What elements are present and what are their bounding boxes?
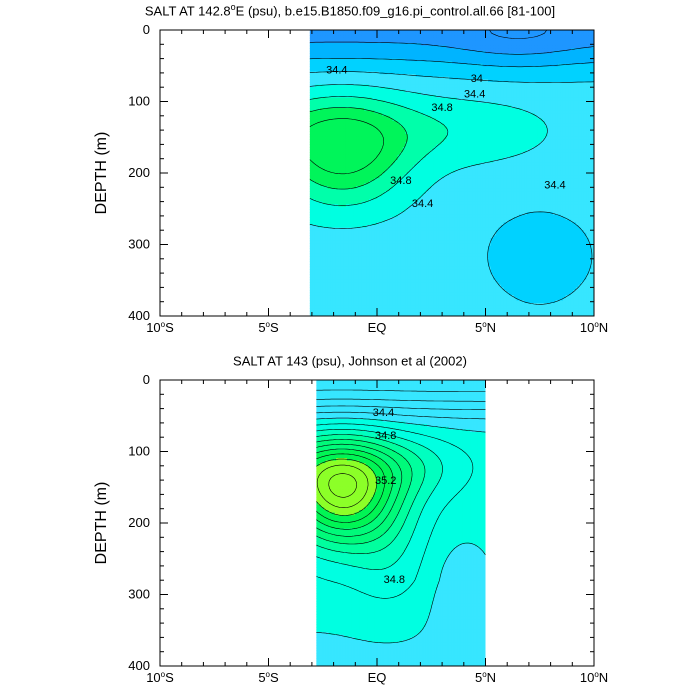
y-tick-label: 100 xyxy=(128,94,150,109)
x-tick-label: 10oS xyxy=(146,670,174,685)
contour-lines xyxy=(309,30,594,305)
y-tick-label: 400 xyxy=(128,308,150,323)
bottom-chart-panel: SALT AT 143 (psu), Johnson et al (2002) … xyxy=(0,350,700,700)
x-tick-label: 10oN xyxy=(580,670,608,685)
contour-line xyxy=(316,453,386,523)
contour-fill xyxy=(316,380,486,666)
y-tick-label: 400 xyxy=(128,658,150,673)
y-tick-label: 100 xyxy=(128,444,150,459)
x-tick-label: 10oS xyxy=(146,320,174,335)
contour-line xyxy=(309,58,594,68)
y-tick-label: 300 xyxy=(128,587,150,602)
y-tick-label: 200 xyxy=(128,165,150,180)
top-chart-panel: SALT AT 142.8oE (psu), b.e15.B1850.f09_g… xyxy=(0,2,700,335)
y-axis-label: DEPTH (m) xyxy=(93,482,110,565)
contour-line xyxy=(309,96,449,206)
y-tick-label: 200 xyxy=(128,515,150,530)
contour-label: 34.4 xyxy=(326,64,347,76)
contour-label: 34.8 xyxy=(384,574,405,586)
x-tick-label: EQ xyxy=(368,670,387,685)
contour-line xyxy=(316,464,369,508)
contour-line xyxy=(316,443,403,537)
x-tick-label: EQ xyxy=(368,320,387,335)
contour-line xyxy=(309,84,548,229)
contour-label: 34.8 xyxy=(431,102,452,114)
contour-line xyxy=(316,434,426,554)
bottom-contour-plot: 34.4 34.8 35.2 34.8 10oS 5oS EQ 5oN 10oN 0 100 200 3… xyxy=(93,372,608,685)
contour-line xyxy=(309,71,594,305)
contour-line xyxy=(316,439,413,545)
y-tick-label: 0 xyxy=(143,372,150,387)
contour-line xyxy=(316,398,486,402)
contour-label: 35.2 xyxy=(375,475,396,487)
contour-label: 34.8 xyxy=(390,175,411,187)
contour-line xyxy=(316,429,443,570)
contour-line xyxy=(316,448,394,530)
contour-label: 34.4 xyxy=(412,198,433,210)
contour-label: 34.4 xyxy=(373,407,394,419)
x-tick-label: 5oN xyxy=(475,320,496,335)
contour-line xyxy=(309,107,408,190)
contour-line xyxy=(328,473,357,498)
contour-line xyxy=(316,423,474,599)
contour-line xyxy=(316,405,486,410)
contour-label: 34.4 xyxy=(544,179,565,191)
contour-line xyxy=(316,417,486,644)
x-tick-label: 10oN xyxy=(580,320,608,335)
x-tick-label: 5oS xyxy=(258,670,279,685)
y-axis-label: DEPTH (m) xyxy=(93,132,110,215)
x-tick-label: 5oS xyxy=(258,320,279,335)
contour-label: 34.4 xyxy=(464,89,485,101)
contour-lines xyxy=(316,389,486,644)
x-tick-label: 5oN xyxy=(475,670,496,685)
y-tick-label: 300 xyxy=(128,237,150,252)
contour-line xyxy=(316,458,378,516)
contour-line xyxy=(316,411,486,420)
contour-label: 34.8 xyxy=(375,430,396,442)
contour-line xyxy=(309,41,594,55)
contour-label: 34 xyxy=(471,73,483,85)
contour-line xyxy=(316,389,486,392)
chart-title: SALT AT 142.8oE (psu), b.e15.B1850.f09_g… xyxy=(0,2,700,18)
contour-fill xyxy=(309,30,594,316)
contour-line xyxy=(309,118,384,175)
y-tick-label: 0 xyxy=(143,22,150,37)
chart-title: SALT AT 143 (psu), Johnson et al (2002) xyxy=(0,352,700,368)
